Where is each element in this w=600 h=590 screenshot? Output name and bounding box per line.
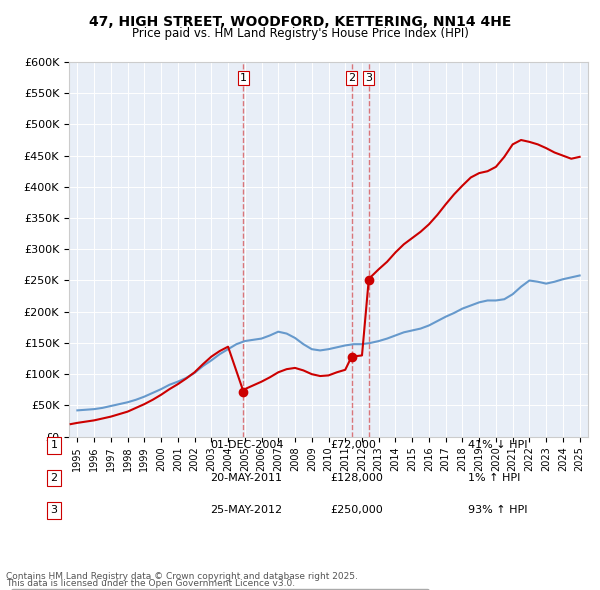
Text: 3: 3 — [50, 506, 58, 515]
Text: 3: 3 — [365, 73, 372, 83]
Text: This data is licensed under the Open Government Licence v3.0.: This data is licensed under the Open Gov… — [6, 579, 295, 588]
Text: 1: 1 — [240, 73, 247, 83]
Text: £72,000: £72,000 — [330, 441, 376, 450]
Text: 25-MAY-2012: 25-MAY-2012 — [210, 506, 282, 515]
Text: Price paid vs. HM Land Registry's House Price Index (HPI): Price paid vs. HM Land Registry's House … — [131, 27, 469, 40]
Text: 2: 2 — [50, 473, 58, 483]
Text: 1% ↑ HPI: 1% ↑ HPI — [468, 473, 520, 483]
Text: £250,000: £250,000 — [330, 506, 383, 515]
Text: 2: 2 — [348, 73, 355, 83]
Text: £128,000: £128,000 — [330, 473, 383, 483]
Legend: 47, HIGH STREET, WOODFORD, KETTERING, NN14 4HE (semi-detached house), HPI: Avera: 47, HIGH STREET, WOODFORD, KETTERING, NN… — [11, 589, 430, 590]
Text: 20-MAY-2011: 20-MAY-2011 — [210, 473, 282, 483]
Text: 41% ↓ HPI: 41% ↓ HPI — [468, 441, 527, 450]
Text: 93% ↑ HPI: 93% ↑ HPI — [468, 506, 527, 515]
Text: 01-DEC-2004: 01-DEC-2004 — [210, 441, 284, 450]
Text: 47, HIGH STREET, WOODFORD, KETTERING, NN14 4HE: 47, HIGH STREET, WOODFORD, KETTERING, NN… — [89, 15, 511, 29]
Text: Contains HM Land Registry data © Crown copyright and database right 2025.: Contains HM Land Registry data © Crown c… — [6, 572, 358, 581]
Text: 1: 1 — [50, 441, 58, 450]
